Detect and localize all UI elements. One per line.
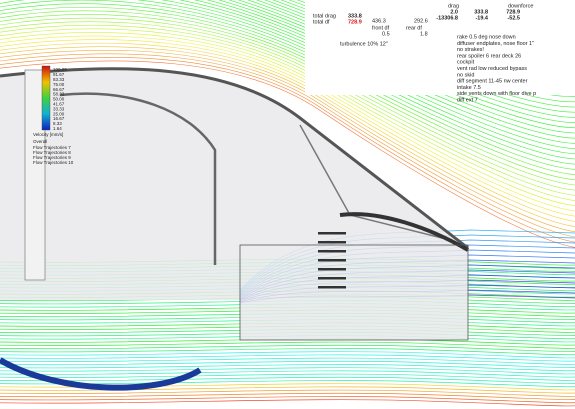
streamline bbox=[0, 380, 575, 388]
streamline bbox=[0, 354, 575, 362]
scale-label: 75.00 bbox=[53, 82, 65, 87]
note: diff ext 7 bbox=[457, 97, 478, 103]
label: turbulence 10% 12" bbox=[340, 41, 388, 47]
streamline bbox=[0, 370, 575, 378]
scale-label: 50.00 bbox=[53, 97, 65, 102]
legend: 100.0091.6783.3375.0066.6758.3350.0041.6… bbox=[33, 67, 74, 165]
note: rake 0.5 deg nose down bbox=[457, 34, 516, 40]
results-panel bbox=[305, 0, 575, 95]
scale-label: 33.33 bbox=[53, 106, 65, 111]
series-label: Flow Trajectories 7 bbox=[33, 145, 71, 150]
streamline bbox=[0, 344, 575, 353]
header: drag bbox=[448, 3, 459, 9]
scale-label: 1.64 bbox=[53, 126, 62, 131]
scale-label: 83.33 bbox=[53, 77, 65, 82]
series-label: Flow Trajectories 8 bbox=[33, 150, 71, 155]
louvre bbox=[318, 259, 346, 262]
streamline bbox=[0, 351, 575, 359]
value: 0.5 bbox=[382, 31, 390, 37]
scale-label: 100.00 bbox=[53, 67, 67, 72]
louvre bbox=[318, 232, 346, 235]
value: 292.6 bbox=[414, 18, 428, 24]
streamline bbox=[0, 46, 575, 227]
label: front df bbox=[372, 25, 390, 31]
cell: 728.9 bbox=[506, 9, 520, 15]
louvre bbox=[318, 277, 346, 280]
results-table: 2.0 333.8 728.9 -13306.8 -19.4 -52.5 bbox=[436, 9, 520, 21]
streamline bbox=[0, 396, 575, 404]
note: no skid bbox=[457, 72, 474, 78]
note: diff segment 11-45 nw center bbox=[457, 79, 528, 85]
note: side vents down with floor dive p bbox=[457, 91, 536, 97]
label: total df bbox=[313, 19, 330, 25]
unit: Velocity [mm/s] bbox=[33, 132, 63, 137]
louvre bbox=[318, 241, 346, 244]
streamline bbox=[0, 376, 575, 385]
note: vent rad low reduced bypass bbox=[457, 66, 527, 72]
label: total drag bbox=[313, 13, 336, 19]
streamline bbox=[0, 389, 575, 397]
cell: -13306.8 bbox=[436, 15, 458, 21]
cell: -19.4 bbox=[475, 15, 488, 21]
scale-label: 25.00 bbox=[53, 111, 65, 116]
streamline bbox=[0, 60, 575, 248]
scale-label: 16.67 bbox=[53, 116, 65, 121]
note: no strakes! bbox=[457, 47, 484, 53]
streamline bbox=[0, 341, 575, 349]
series-label: Flow Trajectories 10 bbox=[33, 160, 74, 165]
louvre bbox=[318, 268, 346, 271]
series-label: Flow Trajectories 9 bbox=[33, 155, 71, 160]
legend-title: Overall bbox=[33, 139, 47, 144]
streamline bbox=[0, 57, 575, 243]
scale-label: 41.67 bbox=[53, 101, 65, 106]
note: diffuser endplates, nose floor 1" bbox=[457, 41, 534, 47]
scale-label: 8.33 bbox=[53, 121, 62, 126]
streamline bbox=[0, 367, 575, 375]
car-body bbox=[0, 67, 470, 391]
streamline bbox=[0, 360, 575, 369]
value: 436.3 bbox=[372, 18, 386, 24]
label: rear df bbox=[406, 25, 422, 31]
scale-label: 58.33 bbox=[53, 92, 65, 97]
value: 333.8 bbox=[348, 13, 362, 19]
cell: 2.0 bbox=[450, 9, 458, 15]
cell: -52.5 bbox=[507, 15, 520, 21]
scale-label: 66.67 bbox=[53, 87, 65, 92]
color-bar bbox=[41, 65, 51, 131]
note: rear spoiler 6 rear deck 26 bbox=[457, 53, 521, 59]
streamline bbox=[0, 373, 575, 381]
cell: 333.8 bbox=[474, 9, 488, 15]
streamline bbox=[0, 53, 575, 238]
value: 728.9 bbox=[348, 19, 362, 25]
note: intake 7.5 bbox=[457, 85, 481, 91]
streamline bbox=[0, 50, 575, 233]
scale-label: 91.67 bbox=[53, 72, 65, 77]
louvre bbox=[318, 250, 346, 253]
streamline bbox=[0, 364, 575, 372]
louvres bbox=[318, 232, 346, 289]
streamline bbox=[0, 348, 575, 356]
value: 1.8 bbox=[420, 31, 428, 37]
streamline bbox=[0, 399, 575, 407]
streamline bbox=[0, 392, 575, 401]
note: cockpit bbox=[457, 60, 475, 66]
header: downforce bbox=[508, 3, 533, 9]
louvre bbox=[318, 286, 346, 289]
streamline bbox=[0, 357, 575, 365]
